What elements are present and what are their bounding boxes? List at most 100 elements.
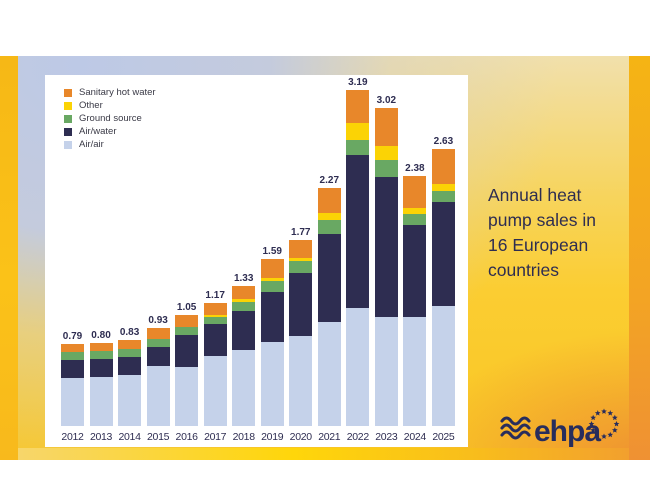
legend: Sanitary hot water Other Ground source Air/… <box>64 88 156 153</box>
bar-total-label: 1.33 <box>233 273 254 284</box>
segment-air-water <box>403 225 427 317</box>
segment-ground-source <box>175 327 199 335</box>
segment-air-air <box>289 336 313 426</box>
segment-other <box>374 146 398 160</box>
segment-ground-source <box>118 349 142 357</box>
bar-stack <box>146 328 170 426</box>
ehpa-logo: ehpa <box>498 408 628 452</box>
bar-stack <box>203 303 227 426</box>
x-axis-label: 2020 <box>289 431 312 443</box>
bar-total-label: 2.63 <box>433 136 454 147</box>
segment-other <box>403 208 427 214</box>
legend-swatch <box>64 114 72 123</box>
bar-total-label: 1.59 <box>262 246 282 257</box>
segment-sanitary-hot-water <box>89 343 113 351</box>
segment-other <box>346 123 370 140</box>
headline: Annual heat pump sales in 16 European co… <box>488 185 596 280</box>
segment-air-air <box>146 366 170 426</box>
bar-column: 0.80 2013 <box>89 330 113 443</box>
x-axis-label: 2024 <box>403 431 426 443</box>
bar-stack <box>317 188 341 426</box>
bar-total-label: 3.02 <box>376 95 397 106</box>
bar-column: 0.83 2014 <box>118 327 142 443</box>
segment-other <box>232 299 256 302</box>
segment-air-air <box>403 317 427 426</box>
ehpa-logo-svg: ehpa <box>500 408 620 448</box>
eu-star <box>594 410 601 416</box>
segment-air-water <box>374 177 398 317</box>
legend-item: Air/air <box>64 140 156 149</box>
bar-stack <box>232 286 256 426</box>
bar-stack <box>61 344 84 426</box>
eu-star <box>590 414 597 421</box>
segment-air-water <box>346 155 370 308</box>
segment-sanitary-hot-water <box>61 344 84 352</box>
x-axis-label: 2019 <box>261 431 284 443</box>
legend-label: Sanitary hot water <box>79 87 156 98</box>
segment-air-water <box>289 273 313 336</box>
segment-air-water <box>431 202 455 306</box>
x-axis-label: 2021 <box>318 431 341 443</box>
legend-label: Other <box>79 100 103 111</box>
bar-column: 1.17 2017 <box>203 290 227 443</box>
right-edge-strip <box>629 56 650 460</box>
x-axis-label: 2018 <box>232 431 255 443</box>
x-axis-label: 2015 <box>147 431 170 443</box>
segment-air-water <box>118 357 142 375</box>
segment-sanitary-hot-water <box>346 90 370 123</box>
segment-sanitary-hot-water <box>317 188 341 213</box>
legend-swatch <box>64 127 72 136</box>
x-axis-label: 2025 <box>432 431 455 443</box>
segment-other <box>289 258 313 261</box>
eu-stars-icon <box>588 408 620 439</box>
segment-air-air <box>118 375 142 426</box>
segment-air-air <box>346 308 370 426</box>
bar-stack <box>289 240 313 426</box>
segment-sanitary-hot-water <box>289 240 313 258</box>
segment-air-air <box>175 367 199 426</box>
ehpa-wordmark: ehpa <box>534 415 601 448</box>
eu-star <box>601 408 607 414</box>
legend-item: Other <box>64 101 156 110</box>
segment-ground-source <box>317 220 341 234</box>
bar-stack <box>431 149 455 426</box>
segment-air-air <box>232 350 256 426</box>
x-axis-label: 2013 <box>89 431 113 443</box>
segment-sanitary-hot-water <box>260 259 284 278</box>
segment-ground-source <box>61 352 84 360</box>
segment-air-air <box>260 342 284 426</box>
x-axis-label: 2014 <box>118 431 141 443</box>
bar-total-label: 2.38 <box>405 163 425 174</box>
bar-column: 0.79 2012 <box>61 331 84 443</box>
bar-total-label: 0.83 <box>119 327 140 338</box>
segment-sanitary-hot-water <box>118 340 142 349</box>
bar-total-label: 1.17 <box>205 290 225 301</box>
segment-air-water <box>260 292 284 342</box>
segment-sanitary-hot-water <box>374 108 398 146</box>
bar-stack <box>89 343 113 426</box>
bar-total-label: 0.80 <box>91 330 111 341</box>
segment-air-air <box>317 322 341 426</box>
bar-total-label: 1.05 <box>176 302 197 313</box>
segment-air-air <box>61 378 84 426</box>
bar-stack <box>175 315 199 426</box>
segment-air-air <box>203 356 227 426</box>
legend-label: Air/water <box>79 126 117 137</box>
segment-other <box>317 213 341 220</box>
bar-total-label: 0.93 <box>148 315 168 326</box>
eu-star <box>590 427 597 433</box>
eu-star <box>607 410 614 416</box>
bottom-glow-strip <box>18 448 629 460</box>
x-axis-label: 2012 <box>61 431 84 443</box>
segment-air-air <box>431 306 455 426</box>
segment-ground-source <box>346 140 370 155</box>
segment-sanitary-hot-water <box>175 315 199 327</box>
eu-star <box>613 421 620 427</box>
segment-air-water <box>232 311 256 350</box>
eu-star <box>611 414 618 421</box>
bar-total-label: 3.19 <box>348 77 368 88</box>
chart-panel: 0.79 2012 0.80 2013 0.83 2014 0.93 2015 1.05 2016… <box>45 75 468 447</box>
segment-ground-source <box>431 191 455 202</box>
segment-air-water <box>61 360 84 378</box>
